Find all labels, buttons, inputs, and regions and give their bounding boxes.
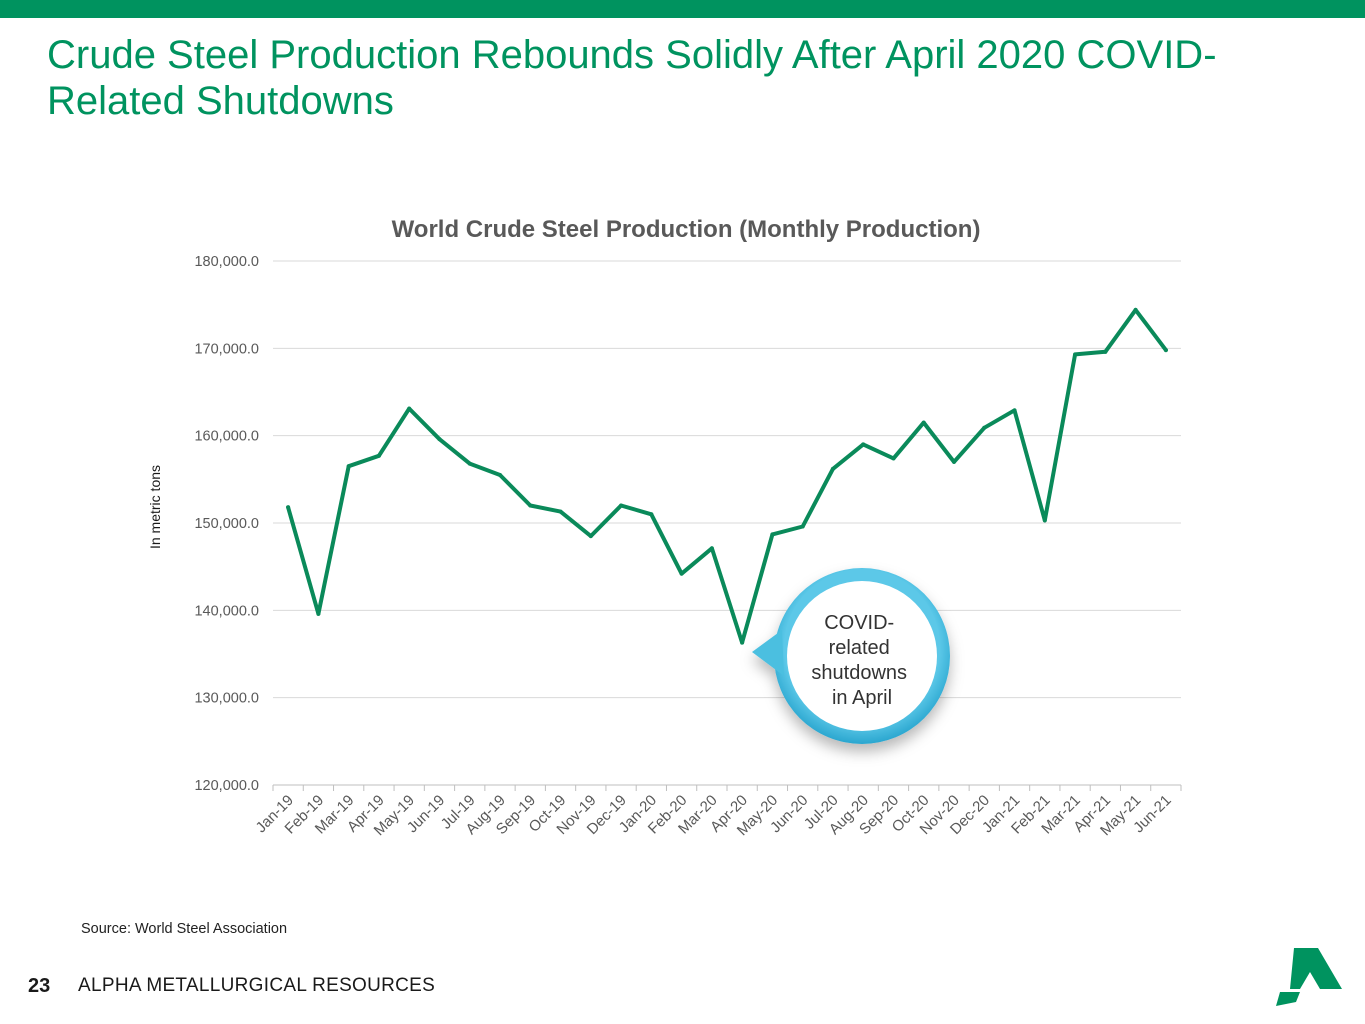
callout-line: shutdowns: [811, 662, 907, 684]
data-point: [952, 459, 956, 464]
company-name: ALPHA METALLURGICAL RESOURCES: [78, 975, 436, 996]
data-point: [528, 503, 533, 508]
y-tick-label: 170,000.0: [194, 341, 259, 357]
gridlines: [273, 260, 1181, 699]
data-point: [376, 453, 381, 458]
series-line: [286, 307, 1168, 645]
callout-inner-circle: [787, 581, 937, 731]
callout-text: COVID- related shutdowns in April: [811, 612, 912, 709]
data-point: [1042, 518, 1047, 523]
callout-line: related: [829, 637, 890, 659]
chart-title: World Crude Steel Production (Monthly Pr…: [392, 216, 981, 243]
data-point: [619, 503, 624, 508]
data-point: [286, 505, 291, 510]
y-tick-label: 160,000.0: [194, 429, 259, 445]
data-point: [316, 611, 321, 616]
callout-line: in April: [832, 687, 892, 709]
callout-pointer: [752, 630, 784, 676]
data-point: [830, 466, 835, 471]
data-point: [437, 437, 442, 442]
data-point: [1012, 408, 1017, 413]
covid-callout: COVID- related shutdowns in April: [752, 568, 950, 744]
data-point: [1103, 349, 1108, 354]
source-note: Source: World Steel Association: [81, 921, 288, 937]
y-tick-label: 140,000.0: [194, 603, 259, 619]
data-point: [770, 532, 775, 537]
data-point: [588, 534, 593, 539]
slide-title: Crude Steel Production Rebounds Solidly …: [47, 33, 1217, 123]
y-tick-label: 130,000.0: [194, 691, 259, 707]
data-point: [1133, 307, 1138, 312]
y-axis-ticks: 180,000.0 170,000.0 160,000.0 150,000.0 140,…: [194, 254, 259, 794]
data-point: [558, 509, 563, 514]
data-point: [891, 456, 896, 461]
alpha-logo-icon: [1276, 948, 1342, 1006]
data-point: [679, 571, 684, 576]
y-tick-label: 150,000.0: [194, 516, 259, 532]
data-point: [346, 464, 351, 469]
data-point: [1163, 348, 1168, 353]
x-axis: Jan-19Feb-19Mar-19Apr-19May-19Jun-19Jul-…: [253, 784, 1182, 839]
top-accent-bar: [0, 0, 1365, 18]
y-tick-label: 120,000.0: [194, 778, 259, 794]
data-point: [800, 524, 805, 529]
data-point: [498, 472, 502, 477]
data-point: [740, 640, 745, 645]
data-point: [407, 406, 412, 411]
data-point: [467, 461, 472, 466]
data-point: [709, 546, 714, 551]
y-tick-label: 180,000.0: [194, 254, 259, 270]
data-point: [649, 512, 654, 517]
data-point: [921, 420, 926, 425]
data-point: [982, 425, 987, 430]
page-number: 23: [28, 975, 51, 997]
data-point: [1073, 352, 1078, 357]
y-axis-label: In metric tons: [147, 465, 163, 549]
callout-line: COVID-: [824, 612, 894, 634]
series-layer: [286, 307, 1168, 645]
data-point: [861, 442, 866, 447]
